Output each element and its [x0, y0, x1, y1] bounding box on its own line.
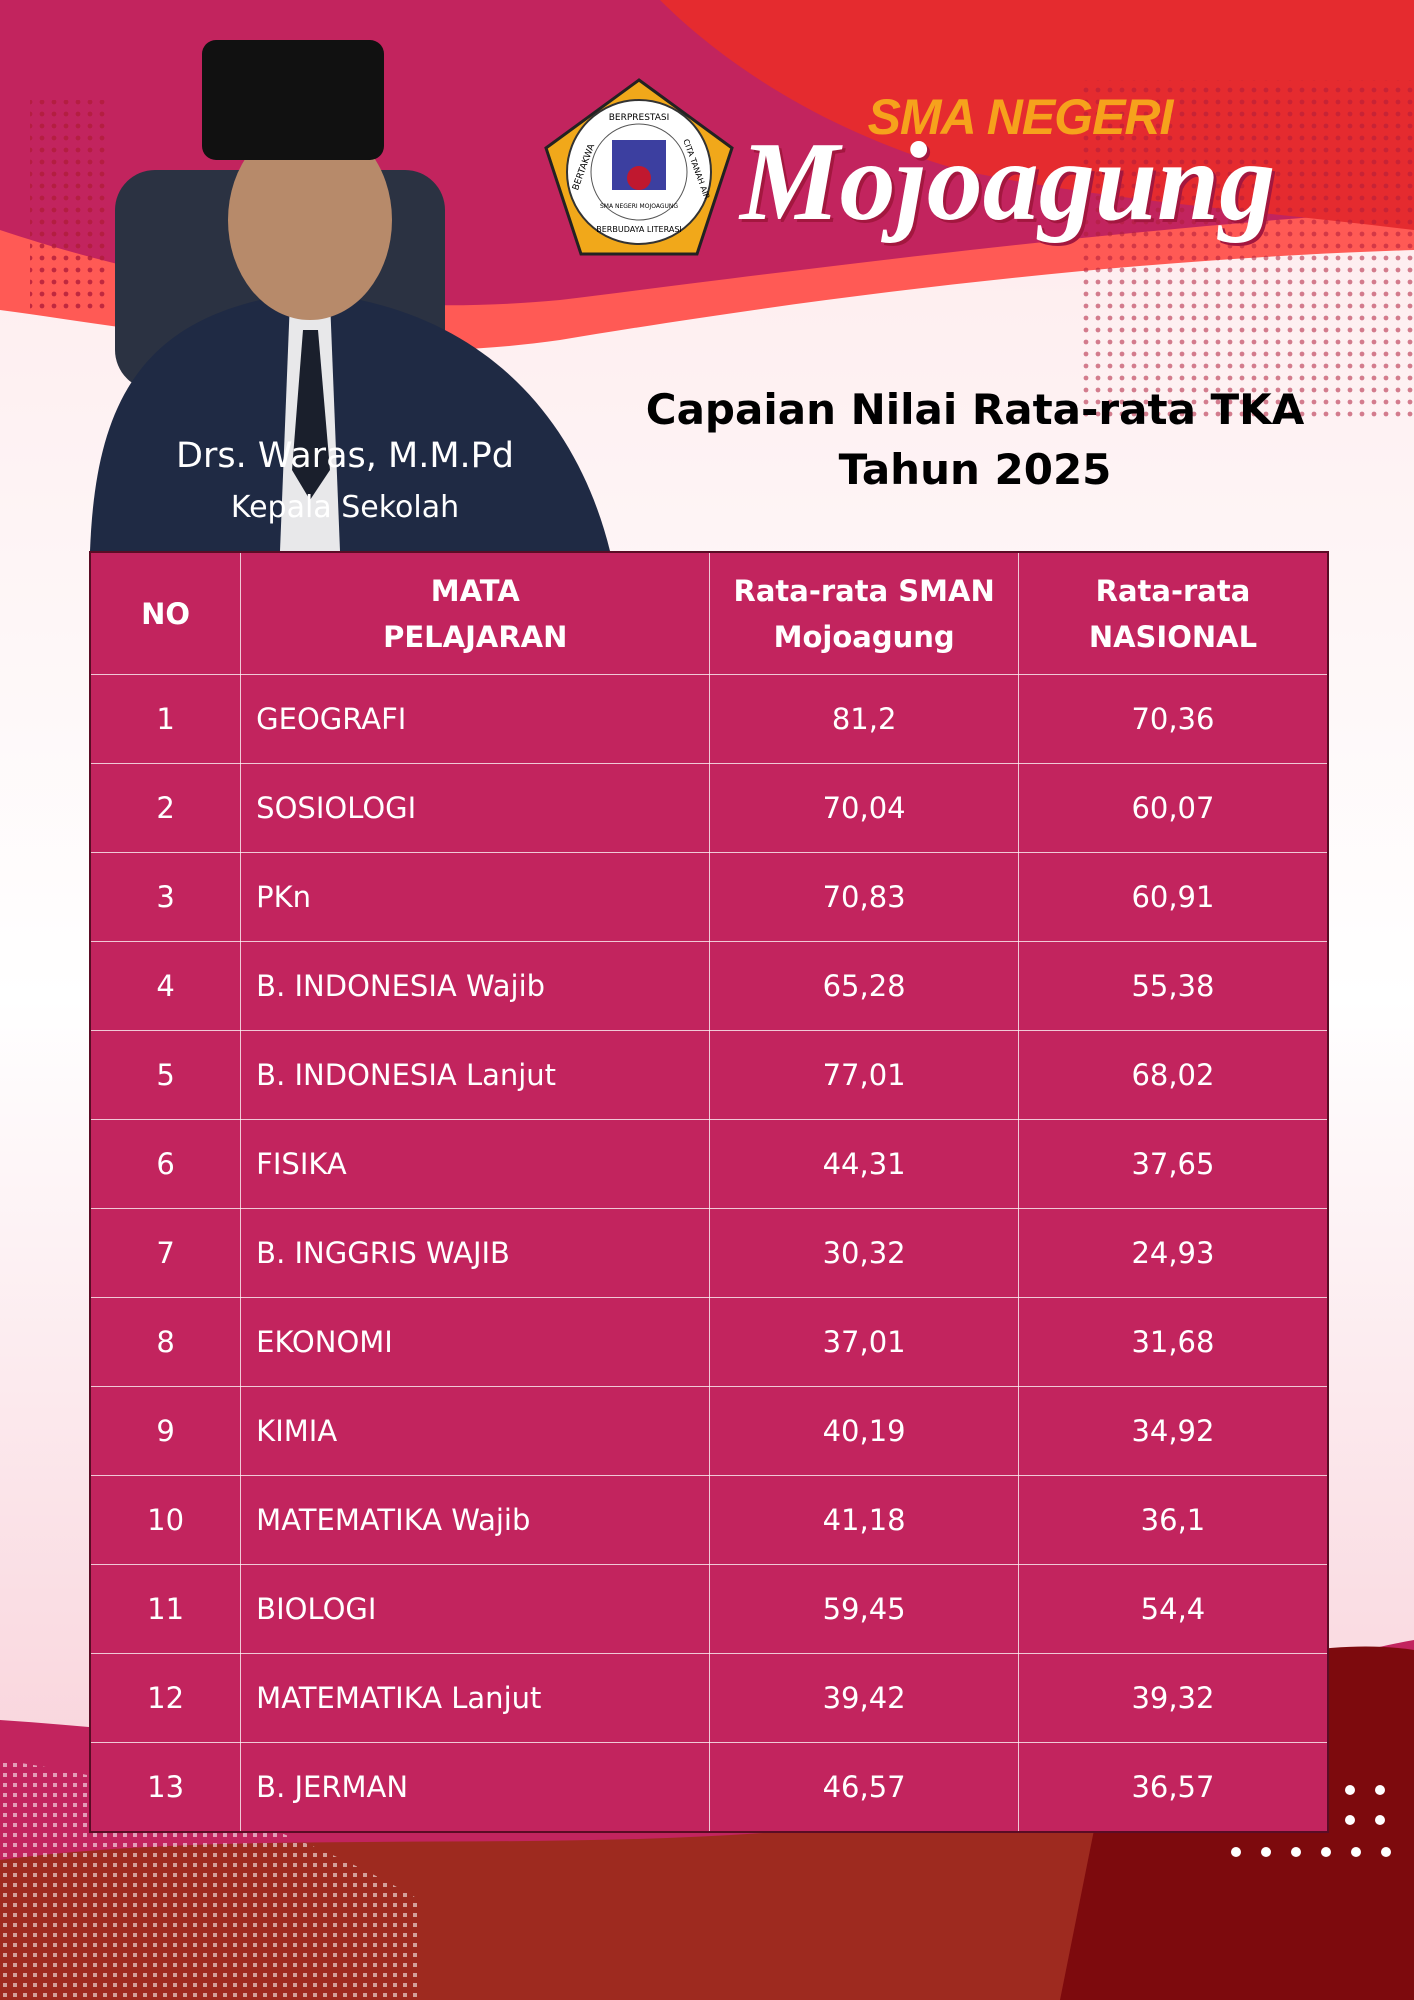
title-line: Capaian Nilai Rata-rata TKA: [645, 385, 1305, 434]
column-header-text: Rata-rata SMAN Mojoagung: [733, 573, 995, 654]
table-row: 10 MATEMATIKA Wajib 41,18 36,1: [89, 1475, 1329, 1565]
table-cell: 59,45: [709, 1564, 1019, 1654]
table-cell: 70,83: [709, 852, 1019, 942]
subject-cell: MATEMATIKA Lanjut: [240, 1653, 711, 1743]
table-row: 3 PKn 70,83 60,91: [89, 852, 1329, 942]
table-body: 1 GEOGRAFI 81,2 70,36 2 SOSIOLOGI 70,04 60,07 3 P…: [89, 674, 1329, 1833]
table-cell: 4: [89, 941, 242, 1031]
table-cell: 9: [89, 1386, 242, 1476]
subject-cell: FISIKA: [240, 1119, 711, 1209]
table-cell: 70,04: [709, 763, 1019, 853]
logo-text: BERPRESTASI: [609, 113, 670, 123]
table-cell: 8: [89, 1297, 242, 1387]
subject-cell: B. INDONESIA Lanjut: [240, 1030, 711, 1120]
subject-cell: B. JERMAN: [240, 1742, 711, 1833]
table-cell: 31,68: [1017, 1297, 1329, 1387]
column-header-text: Rata-rata NASIONAL: [1088, 573, 1258, 654]
table-cell: 11: [89, 1564, 242, 1654]
table-cell: 34,92: [1017, 1386, 1329, 1476]
subject-cell: B. INGGRIS WAJIB: [240, 1208, 711, 1298]
table-cell: 65,28: [709, 941, 1019, 1031]
table-cell: 60,07: [1017, 763, 1329, 853]
table-cell: 39,32: [1017, 1653, 1329, 1743]
table-row: 13 B. JERMAN 46,57 36,57: [89, 1742, 1329, 1833]
table-cell: 39,42: [709, 1653, 1019, 1743]
table-cell: 36,57: [1017, 1742, 1329, 1833]
column-header-text: MATA PELAJARAN: [383, 573, 568, 654]
table-cell: 10: [89, 1475, 242, 1565]
table-cell: 40,19: [709, 1386, 1019, 1476]
table-cell: 70,36: [1017, 674, 1329, 764]
table-cell: 6: [89, 1119, 242, 1209]
title: Capaian Nilai Rata-rata TKA Tahun 2025: [600, 380, 1350, 500]
column-header: Rata-rata NASIONAL: [1017, 551, 1329, 675]
table-cell: 3: [89, 852, 242, 942]
table-row: 6 FISIKA 44,31 37,65: [89, 1119, 1329, 1209]
table-cell: 46,57: [709, 1742, 1019, 1833]
school-logo: [544, 78, 734, 256]
subject-cell: GEOGRAFI: [240, 674, 711, 764]
table-cell: 36,1: [1017, 1475, 1329, 1565]
column-header: Rata-rata SMAN Mojoagung: [709, 551, 1019, 675]
table-row: 7 B. INGGRIS WAJIB 30,32 24,93: [89, 1208, 1329, 1298]
subject-cell: KIMIA: [240, 1386, 711, 1476]
table-row: 1 GEOGRAFI 81,2 70,36: [89, 674, 1329, 764]
column-header: NO: [89, 551, 242, 675]
table-cell: 2: [89, 763, 242, 853]
subject-cell: PKn: [240, 852, 711, 942]
table-cell: 55,38: [1017, 941, 1329, 1031]
table-cell: 68,02: [1017, 1030, 1329, 1120]
logo-text: SMA NEGERI MOJOAGUNG: [600, 203, 678, 210]
table-cell: 37,65: [1017, 1119, 1329, 1209]
school-name: Mojoagung: [740, 120, 1276, 244]
school-label: SMA NEGERI: [867, 89, 1174, 145]
table-row: 4 B. INDONESIA Wajib 65,28 55,38: [89, 941, 1329, 1031]
table-cell: 77,01: [709, 1030, 1019, 1120]
table-row: 9 KIMIA 40,19 34,92: [89, 1386, 1329, 1476]
column-header: MATA PELAJARAN: [240, 551, 711, 675]
principal-photo: [90, 40, 610, 551]
subject-cell: SOSIOLOGI: [240, 763, 711, 853]
table-cell: 54,4: [1017, 1564, 1329, 1654]
table-cell: 5: [89, 1030, 242, 1120]
table-cell: 13: [89, 1742, 242, 1833]
table-cell: 44,31: [709, 1119, 1019, 1209]
column-header-text: NO: [141, 596, 191, 631]
table-cell: 30,32: [709, 1208, 1019, 1298]
subject-cell: EKONOMI: [240, 1297, 711, 1387]
table-cell: 60,91: [1017, 852, 1329, 942]
table-cell: 24,93: [1017, 1208, 1329, 1298]
subject-cell: MATEMATIKA Wajib: [240, 1475, 711, 1565]
table-cell: 81,2: [709, 674, 1019, 764]
table-row: 12 MATEMATIKA Lanjut 39,42 39,32: [89, 1653, 1329, 1743]
table-cell: 37,01: [709, 1297, 1019, 1387]
principal-name: Drs. Waras, M.M.Pd: [176, 436, 514, 476]
subject-cell: B. INDONESIA Wajib: [240, 941, 711, 1031]
header-row: NO MATA PELAJARAN Rata-rata SMAN Mojoagung…: [89, 551, 1329, 675]
score-table: NO MATA PELAJARAN Rata-rata SMAN Mojoagung…: [89, 551, 1329, 1833]
table-row: 5 B. INDONESIA Lanjut 77,01 68,02: [89, 1030, 1329, 1120]
principal-position: Kepala Sekolah: [230, 490, 460, 525]
table-cell: 41,18: [709, 1475, 1019, 1565]
logo-text: BERBUDAYA LITERASI: [596, 225, 682, 234]
table-row: 8 EKONOMI 37,01 31,68: [89, 1297, 1329, 1387]
table-row: 2 SOSIOLOGI 70,04 60,07: [89, 763, 1329, 853]
table-cell: 7: [89, 1208, 242, 1298]
table-row: 11 BIOLOGI 59,45 54,4: [89, 1564, 1329, 1654]
table-cell: 1: [89, 674, 242, 764]
title-line: Tahun 2025: [838, 445, 1112, 494]
table-cell: 12: [89, 1653, 242, 1743]
subject-cell: BIOLOGI: [240, 1564, 711, 1654]
